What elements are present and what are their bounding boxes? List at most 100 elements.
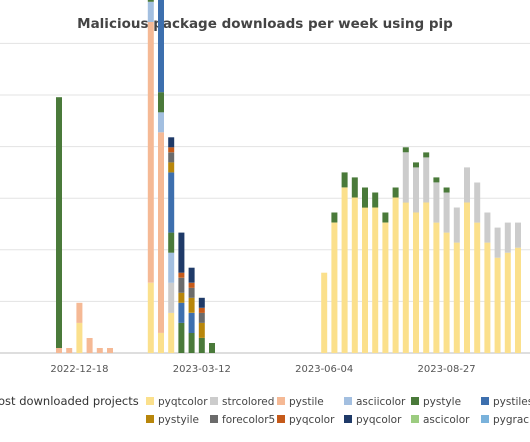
bar-segment: [188, 287, 195, 298]
bar-segment: [56, 97, 62, 348]
bar-segment: [168, 147, 175, 153]
bar-segment: [474, 182, 481, 223]
bar-segment: [168, 137, 175, 148]
bar-segment: [188, 267, 195, 283]
legend-label: forecolor5: [222, 414, 275, 426]
bar-segment: [464, 167, 470, 203]
legend-swatch: [210, 415, 218, 423]
bar-segment: [372, 207, 379, 353]
bar-segment: [453, 242, 460, 353]
bar-segment: [351, 177, 358, 198]
bar-segment: [168, 152, 175, 163]
bar-segment: [209, 343, 215, 353]
bar-segment: [362, 187, 368, 208]
bar-segment: [351, 197, 358, 353]
bar-segment: [331, 222, 338, 353]
legend-swatch: [411, 415, 419, 423]
bar-segment: [402, 147, 409, 153]
bar-segment: [178, 272, 185, 278]
bar-segment: [382, 222, 389, 353]
bar-segment: [168, 162, 175, 173]
legend-label: strcolored: [222, 396, 274, 408]
bar-segment: [188, 312, 195, 333]
bar-segment: [158, 132, 164, 333]
bar-segment: [168, 172, 175, 233]
legend-swatch: [146, 415, 154, 423]
bar-segment: [402, 152, 409, 203]
bar-segment: [107, 348, 113, 353]
bar-segment: [515, 222, 521, 248]
legend-label: pystyile: [158, 414, 199, 426]
grid: [0, 42, 530, 354]
bar-segment: [423, 202, 430, 353]
bar-segment: [168, 312, 175, 353]
legend-swatch: [146, 397, 154, 405]
bar-segment: [453, 207, 460, 243]
bar-segment: [341, 172, 348, 188]
chart-title: Malicious package downloads per week usi…: [77, 16, 453, 32]
legend: ost downloaded projects pyqtcolor strcolo…: [0, 394, 530, 426]
bar-segment: [433, 182, 440, 223]
legend-swatch: [344, 397, 352, 405]
x-axis-ticks: 2022-12-18 2023-03-12 2023-06-04 2023-08-27…: [50, 364, 475, 375]
bar-segment: [413, 162, 419, 168]
bar-segment: [158, 112, 164, 133]
bar-segment: [168, 282, 175, 313]
bar-segment: [392, 197, 399, 353]
bar-segment: [158, 332, 164, 353]
bar-segment: [188, 332, 195, 353]
legend-label: asciicolor: [356, 396, 406, 408]
bar-segment: [178, 292, 185, 303]
bar-segment: [443, 192, 450, 233]
bar-segment: [362, 207, 368, 353]
bar-segment: [86, 338, 93, 353]
x-tick-label: 2023-06-04: [295, 364, 353, 375]
bar-segment: [147, 282, 154, 353]
bar-segment: [198, 307, 205, 313]
bar-segment: [158, 0, 164, 93]
bar-segment: [494, 227, 501, 258]
bar-segment: [147, 21, 154, 283]
bar-segment: [188, 297, 195, 313]
bar-segment: [76, 322, 83, 353]
bar-segment: [474, 222, 481, 353]
bar-segment: [515, 247, 521, 353]
bar-segment: [147, 0, 154, 2]
bar-segment: [178, 322, 185, 353]
bar-segment: [443, 232, 450, 353]
x-tick-label: 2022-12-18: [50, 364, 108, 375]
bar-segment: [413, 212, 419, 353]
x-tick-label: 2023-03-12: [173, 364, 231, 375]
bar-segment: [158, 92, 164, 113]
bar-segment: [96, 348, 103, 353]
bar-segment: [464, 202, 470, 353]
bar-segment: [178, 302, 185, 323]
bar-segment: [433, 177, 440, 183]
bar-segment: [178, 232, 185, 273]
legend-label: pyqcolor: [356, 414, 402, 426]
legend-swatch: [210, 397, 218, 405]
legend-label: pyqtcolor: [158, 396, 208, 408]
bar-segment: [504, 252, 511, 353]
bar-segment: [321, 272, 328, 353]
legend-label: pystiles: [493, 396, 530, 408]
bar-segment: [341, 187, 348, 353]
legend-label: ascicolor: [423, 414, 470, 426]
bar-segment: [413, 167, 419, 213]
bar-segment: [198, 338, 205, 353]
bar-segment: [178, 277, 185, 293]
bar-segment: [168, 252, 175, 283]
legend-label: pystyle: [423, 396, 461, 408]
bar-segment: [433, 222, 440, 353]
bar-segment: [484, 242, 491, 353]
bar-segment: [76, 302, 83, 323]
bar-segment: [504, 222, 511, 253]
bar-segment: [198, 312, 205, 323]
legend-swatch: [277, 415, 285, 423]
bar-segment: [198, 322, 205, 338]
legend-label: pygrac: [493, 414, 529, 426]
bar-segment: [443, 187, 450, 193]
legend-label: pystile: [289, 396, 324, 408]
bar-segment: [147, 1, 154, 23]
